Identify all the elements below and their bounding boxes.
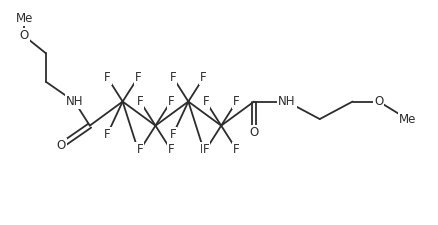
Text: NH: NH [66, 95, 83, 108]
Text: F: F [233, 95, 240, 108]
Text: O: O [57, 139, 66, 152]
Text: F: F [170, 71, 177, 84]
Text: F: F [202, 143, 209, 156]
Text: F: F [104, 71, 111, 84]
Text: F: F [167, 143, 174, 156]
Text: F: F [134, 143, 141, 156]
Text: NH: NH [278, 95, 296, 108]
Text: F: F [134, 71, 141, 84]
Text: F: F [200, 143, 207, 156]
Text: O: O [19, 29, 29, 42]
Text: F: F [137, 143, 144, 156]
Text: O: O [249, 126, 259, 139]
Text: O: O [374, 95, 384, 108]
Text: F: F [170, 128, 177, 141]
Text: Me: Me [15, 12, 33, 25]
Text: F: F [167, 95, 174, 108]
Text: F: F [137, 95, 144, 108]
Text: F: F [200, 71, 207, 84]
Text: F: F [104, 128, 111, 141]
Text: F: F [202, 95, 209, 108]
Text: Me: Me [399, 112, 416, 126]
Text: F: F [233, 143, 240, 156]
